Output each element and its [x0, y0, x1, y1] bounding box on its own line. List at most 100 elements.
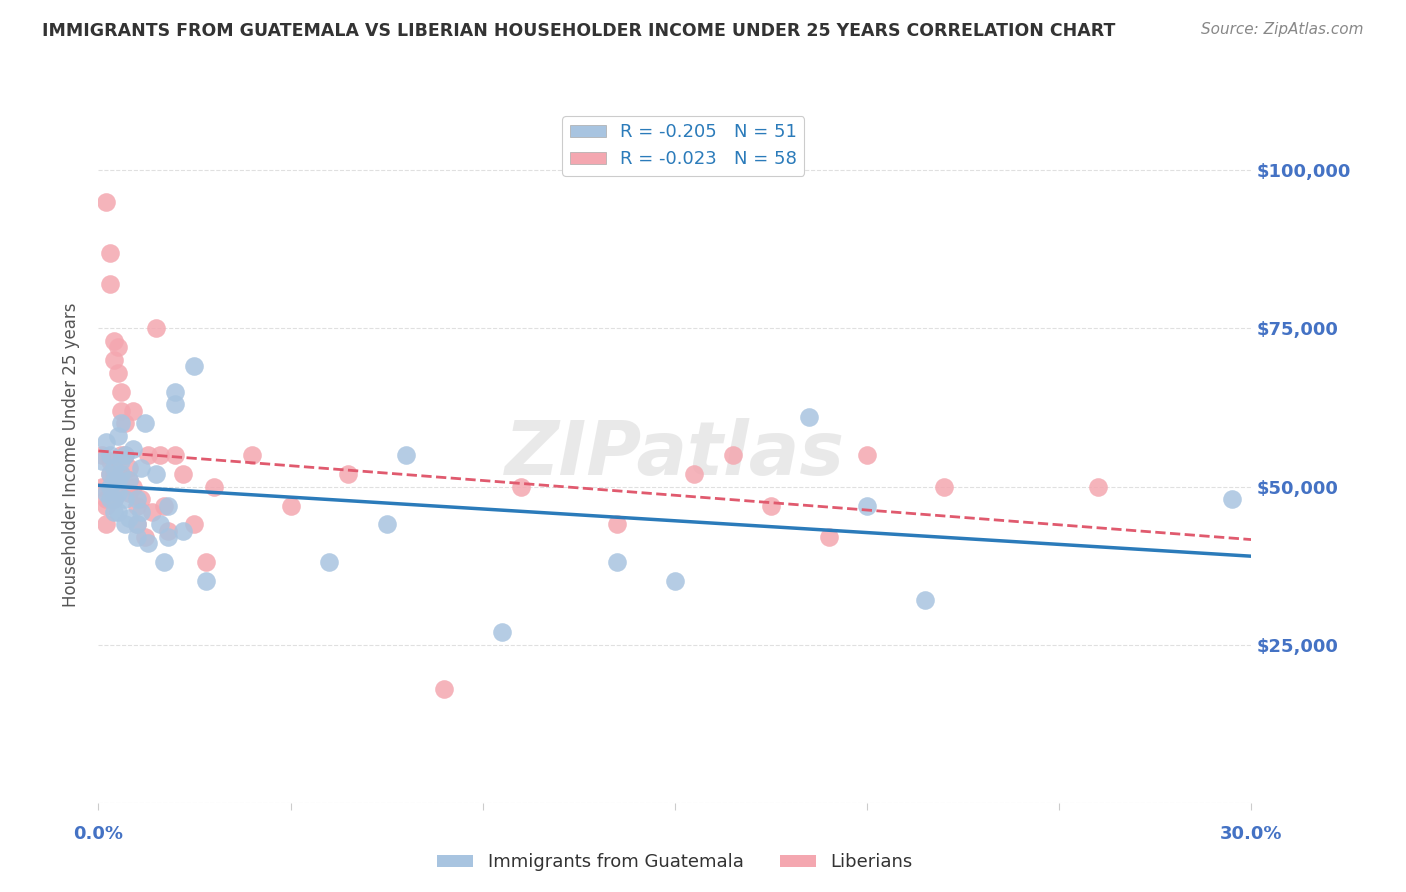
- Point: [103, 473, 125, 487]
- Point: [856, 499, 879, 513]
- Point: [134, 417, 156, 431]
- Point: [125, 530, 148, 544]
- Point: [107, 429, 129, 443]
- Legend: Immigrants from Guatemala, Liberians: Immigrants from Guatemala, Liberians: [430, 847, 920, 879]
- Point: [165, 384, 187, 399]
- Point: [122, 479, 145, 493]
- Point: [141, 505, 163, 519]
- Point: [94, 492, 117, 507]
- Point: [107, 366, 129, 380]
- Point: [149, 517, 172, 532]
- Point: [107, 486, 129, 500]
- Point: [152, 556, 174, 570]
- Point: [172, 467, 194, 481]
- Point: [107, 479, 129, 493]
- Point: [118, 473, 141, 487]
- Point: [103, 492, 125, 507]
- Point: [606, 556, 628, 570]
- Point: [98, 448, 121, 462]
- Point: [94, 517, 117, 532]
- Point: [98, 492, 121, 507]
- Point: [145, 467, 167, 481]
- Point: [683, 467, 706, 481]
- Point: [125, 499, 148, 513]
- Point: [759, 499, 782, 513]
- Point: [337, 467, 360, 481]
- Point: [721, 448, 744, 462]
- Point: [118, 473, 141, 487]
- Text: ZIPatlas: ZIPatlas: [505, 418, 845, 491]
- Point: [122, 442, 145, 456]
- Point: [395, 448, 418, 462]
- Text: IMMIGRANTS FROM GUATEMALA VS LIBERIAN HOUSEHOLDER INCOME UNDER 25 YEARS CORRELAT: IMMIGRANTS FROM GUATEMALA VS LIBERIAN HO…: [42, 22, 1115, 40]
- Point: [103, 334, 125, 348]
- Point: [98, 454, 121, 468]
- Point: [125, 517, 148, 532]
- Point: [110, 454, 132, 468]
- Point: [165, 397, 187, 411]
- Point: [817, 530, 839, 544]
- Point: [195, 574, 218, 589]
- Point: [606, 517, 628, 532]
- Point: [129, 492, 152, 507]
- Point: [98, 479, 121, 493]
- Point: [118, 511, 141, 525]
- Point: [94, 194, 117, 209]
- Point: [114, 517, 136, 532]
- Point: [110, 467, 132, 481]
- Point: [118, 460, 141, 475]
- Point: [856, 448, 879, 462]
- Point: [103, 492, 125, 507]
- Point: [103, 460, 125, 475]
- Point: [664, 574, 686, 589]
- Point: [98, 467, 121, 481]
- Point: [98, 245, 121, 260]
- Point: [183, 517, 205, 532]
- Point: [110, 403, 132, 417]
- Point: [240, 448, 263, 462]
- Point: [149, 448, 172, 462]
- Point: [94, 499, 117, 513]
- Point: [107, 340, 129, 354]
- Point: [491, 625, 513, 640]
- Point: [114, 448, 136, 462]
- Y-axis label: Householder Income Under 25 years: Householder Income Under 25 years: [62, 302, 80, 607]
- Point: [91, 454, 114, 468]
- Text: 30.0%: 30.0%: [1220, 825, 1282, 843]
- Point: [914, 593, 936, 607]
- Point: [280, 499, 302, 513]
- Point: [114, 448, 136, 462]
- Legend: R = -0.205   N = 51, R = -0.023   N = 58: R = -0.205 N = 51, R = -0.023 N = 58: [562, 116, 804, 176]
- Point: [375, 517, 398, 532]
- Point: [110, 448, 132, 462]
- Point: [165, 448, 187, 462]
- Text: Source: ZipAtlas.com: Source: ZipAtlas.com: [1201, 22, 1364, 37]
- Point: [114, 492, 136, 507]
- Point: [103, 353, 125, 368]
- Point: [110, 417, 132, 431]
- Point: [134, 530, 156, 544]
- Point: [156, 524, 179, 538]
- Point: [799, 409, 821, 424]
- Point: [114, 417, 136, 431]
- Point: [125, 492, 148, 507]
- Point: [98, 467, 121, 481]
- Point: [129, 505, 152, 519]
- Point: [195, 556, 218, 570]
- Point: [152, 499, 174, 513]
- Point: [110, 384, 132, 399]
- Point: [125, 517, 148, 532]
- Point: [110, 467, 132, 481]
- Point: [318, 556, 340, 570]
- Point: [145, 321, 167, 335]
- Point: [98, 486, 121, 500]
- Point: [138, 448, 160, 462]
- Point: [138, 536, 160, 550]
- Point: [107, 473, 129, 487]
- Point: [156, 499, 179, 513]
- Point: [91, 448, 114, 462]
- Point: [932, 479, 955, 493]
- Point: [118, 486, 141, 500]
- Point: [107, 505, 129, 519]
- Point: [94, 435, 117, 450]
